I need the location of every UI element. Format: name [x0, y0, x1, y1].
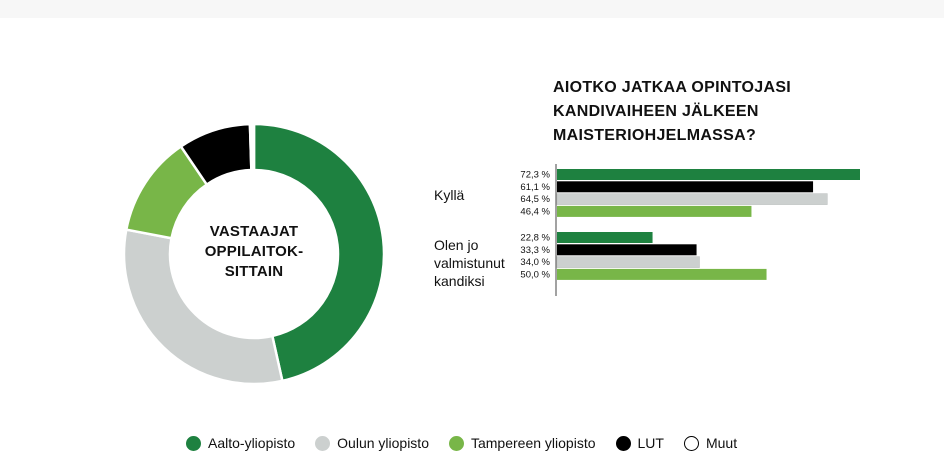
bar-value-label: 46,4 % [520, 206, 550, 217]
legend-label: Aalto-yliopisto [208, 435, 296, 451]
category-label-kylla: Kyllä [434, 186, 464, 204]
bar-value-label: 33,3 % [520, 245, 550, 256]
legend-label: LUT [637, 435, 664, 451]
donut-slice-aalto [252, 122, 386, 383]
bar-tampere-kylla [557, 205, 752, 217]
bar-chart-title: AIOTKO JATKAA OPINTOJASI KANDIVAIHEEN JÄ… [553, 76, 883, 148]
legend-swatch [615, 435, 631, 451]
bar-value-label: 64,5 % [520, 194, 550, 205]
bar-lut-kylla [557, 181, 814, 193]
legend-item-aalto: Aalto-yliopisto [186, 435, 295, 451]
legend: Aalto-yliopisto Oulun yliopisto Tamperee… [186, 433, 757, 453]
donut-center-title: VASTAAJAT OPPILAITOK- SITTAIN [178, 222, 330, 282]
category-label-line: Olen jo [434, 237, 479, 253]
category-label-valmistunut: Olen jo valmistunut kandiksi [434, 236, 505, 290]
bar-aalto-valmistunut [557, 232, 653, 243]
bar-value-label: 50,0 % [520, 269, 550, 280]
bar-aalto-kylla [557, 169, 860, 180]
donut-slice-oulu [122, 228, 284, 386]
category-label-line: valmistunut [434, 255, 505, 271]
bar-lut-valmistunut [557, 244, 697, 256]
donut-title-line: SITTAIN [224, 263, 284, 280]
bar-value-label: 22,8 % [520, 233, 550, 244]
bar-oulu-valmistunut [556, 256, 700, 268]
legend-swatch [186, 435, 201, 451]
legend-item-lut: LUT [615, 435, 664, 451]
legend-swatch [683, 435, 699, 451]
legend-item-tampere: Tampereen yliopisto [448, 435, 596, 451]
bar-value-label: 72,3 % [520, 170, 550, 181]
legend-label: Oulun yliopisto [337, 435, 429, 451]
legend-swatch [448, 435, 464, 451]
bar-value-label: 61,1 % [520, 182, 550, 193]
legend-label: Muut [705, 435, 738, 451]
legend-swatch [315, 435, 331, 451]
bar-title-line: MAISTERIOHJELMASSA? [553, 127, 757, 144]
bar-title-line: KANDIVAIHEEN JÄLKEEN [553, 103, 759, 120]
category-label-line: Kyllä [434, 187, 465, 203]
bar-value-label: 34,0 % [520, 257, 550, 268]
bar-tampere-valmistunut [557, 268, 767, 280]
donut-title-line: OPPILAITOK- [204, 243, 304, 260]
legend-item-muut: Muut [683, 435, 738, 451]
category-label-line: kandiksi [434, 273, 485, 289]
legend-item-oulu: Oulun yliopisto [315, 435, 429, 451]
donut-slice-muut [248, 122, 256, 172]
legend-label: Tampereen yliopisto [470, 435, 596, 451]
donut-title-line: VASTAAJAT [209, 223, 299, 240]
bar-oulu-kylla [556, 193, 828, 205]
top-band [0, 0, 944, 18]
bar-title-line: AIOTKO JATKAA OPINTOJASI [553, 79, 792, 96]
